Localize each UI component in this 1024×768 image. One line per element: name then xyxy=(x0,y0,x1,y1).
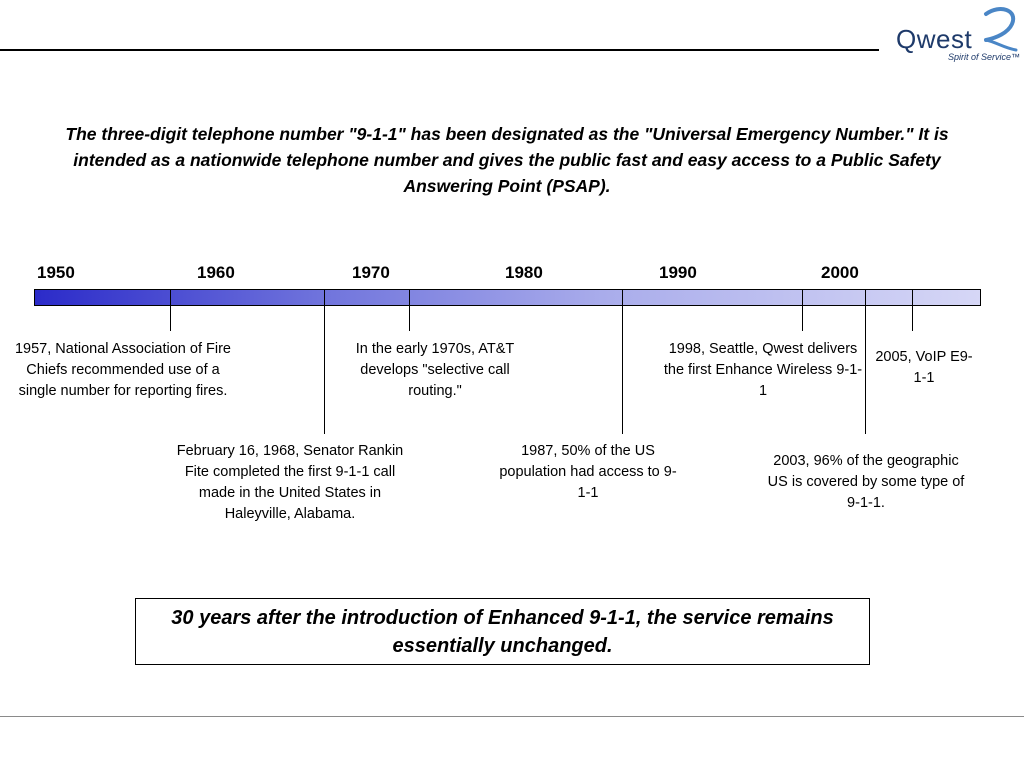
year-label-1980: 1980 xyxy=(505,263,543,282)
qwest-logo: Qwest Spirit of Service™ xyxy=(894,6,1020,66)
event-1998: 1998, Seattle, Qwest delivers the first … xyxy=(663,341,863,399)
event-2003: 2003, 96% of the geographic US is covere… xyxy=(767,453,965,511)
year-label-1950: 1950 xyxy=(37,263,75,282)
event-1968: February 16, 1968, Senator Rankin Fite c… xyxy=(176,443,404,522)
connector-1987 xyxy=(622,306,623,434)
year-label-2000: 2000 xyxy=(821,263,859,282)
connector-1957 xyxy=(170,306,171,331)
connector-1970 xyxy=(409,306,410,331)
timeline-bar xyxy=(34,289,981,306)
bottom-rule xyxy=(0,716,1024,717)
year-label-1970: 1970 xyxy=(352,263,390,282)
event-1957: 1957, National Association of Fire Chief… xyxy=(14,341,231,399)
bar-divider xyxy=(622,289,623,306)
bar-divider xyxy=(865,289,866,306)
bar-divider xyxy=(324,289,325,306)
connector-2005 xyxy=(912,306,913,331)
event-1970: In the early 1970s, AT&T develops "selec… xyxy=(355,341,515,399)
event-2005: 2005, VoIP E9-1-1 xyxy=(875,349,973,386)
logo-tagline: Spirit of Service™ xyxy=(948,52,1021,62)
year-label-1990: 1990 xyxy=(659,263,697,282)
year-label-1960: 1960 xyxy=(197,263,235,282)
bar-divider xyxy=(912,289,913,306)
intro-text: The three-digit telephone number "9-1-1"… xyxy=(65,124,949,196)
bar-divider xyxy=(802,289,803,306)
top-rule xyxy=(0,49,879,51)
event-1987: 1987, 50% of the US population had acces… xyxy=(499,443,677,501)
summary-callout: 30 years after the introduction of Enhan… xyxy=(135,598,870,665)
connector-2003 xyxy=(865,306,866,434)
bar-divider xyxy=(170,289,171,306)
connector-1968 xyxy=(324,306,325,434)
connector-1998 xyxy=(802,306,803,331)
logo-wordmark: Qwest xyxy=(896,24,973,54)
swoosh-icon xyxy=(984,7,1018,52)
bar-divider xyxy=(409,289,410,306)
